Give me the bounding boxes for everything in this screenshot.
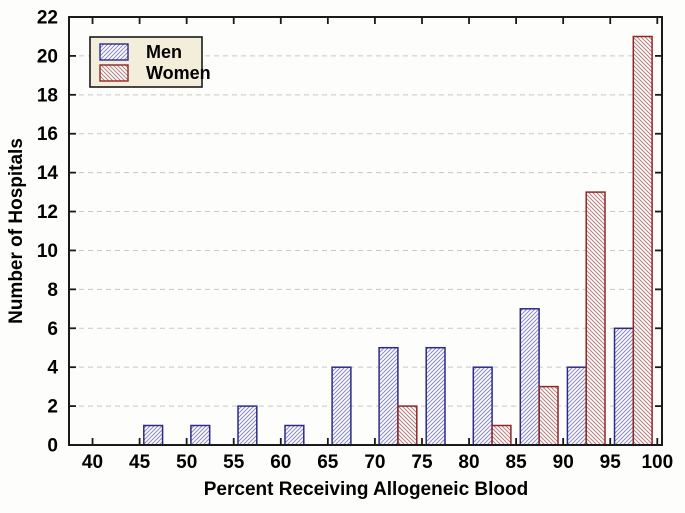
x-tick-label-85: 85	[506, 452, 528, 473]
x-tick-label-60: 60	[270, 452, 291, 473]
x-tick-label-75: 75	[411, 452, 433, 473]
x-tick-label-70: 70	[364, 452, 385, 473]
bar-men-95-100	[613, 327, 635, 446]
legend-swatch-women-icon	[99, 64, 129, 82]
bar-men-65-70	[331, 366, 352, 446]
y-tick-label-16: 16	[37, 124, 58, 145]
bar-men-70-75	[378, 346, 399, 446]
y-tick-label-14: 14	[37, 163, 59, 184]
bar-women-90-95	[585, 191, 606, 446]
y-tick-label-8: 8	[47, 280, 58, 301]
bar-men-85-90	[519, 308, 540, 446]
y-tick-label-22: 22	[37, 8, 58, 29]
bar-women-95-100	[632, 35, 653, 446]
x-tick-label-100: 100	[641, 452, 673, 473]
y-tick-label-20: 20	[37, 46, 58, 67]
bar-men-75-80	[425, 346, 446, 446]
bar-women-80-85	[491, 424, 512, 446]
y-tick-label-6: 6	[47, 319, 58, 340]
y-tick-label-0: 0	[47, 436, 58, 457]
plot-border	[68, 16, 663, 446]
bar-women-85-90	[538, 385, 559, 446]
legend-label-women: Women	[146, 63, 211, 83]
bar-men-55-60	[237, 405, 258, 446]
bar-men-80-85	[472, 366, 493, 446]
bar-men-90-95	[566, 366, 587, 446]
x-tick-label-50: 50	[176, 452, 197, 473]
axis-ticks	[70, 16, 661, 446]
y-tick-label-4: 4	[47, 358, 58, 379]
legend-swatch-men-icon	[99, 43, 129, 61]
y-axis-title: Number of Hospitals	[6, 138, 27, 324]
x-tick-label-40: 40	[82, 452, 103, 473]
y-tick-label-2: 2	[47, 397, 58, 418]
legend: Men Women	[89, 36, 211, 88]
bar-women-70-75	[397, 405, 418, 446]
x-tick-label-90: 90	[553, 452, 574, 473]
x-tick-label-45: 45	[129, 452, 151, 473]
y-tick-label-12: 12	[37, 202, 58, 223]
y-tick-label-10: 10	[37, 241, 58, 262]
bar-men-50-55	[190, 424, 211, 446]
x-tick-label-95: 95	[600, 452, 622, 473]
x-tick-label-55: 55	[223, 452, 245, 473]
bar-men-60-65	[284, 424, 305, 446]
bar-men-45-50	[143, 424, 164, 446]
x-axis-title: Percent Receiving Allogeneic Blood	[204, 479, 528, 500]
x-tick-labels: 40 45 50 55 60 65 70 75 80 85 90 95 100	[82, 452, 673, 473]
legend-label-men: Men	[146, 42, 182, 62]
y-tick-labels: 0 2 4 6 8 10 12 14 16 18 20 22	[37, 8, 59, 457]
x-tick-label-80: 80	[458, 452, 479, 473]
y-tick-label-18: 18	[37, 85, 58, 106]
x-tick-label-65: 65	[317, 452, 339, 473]
